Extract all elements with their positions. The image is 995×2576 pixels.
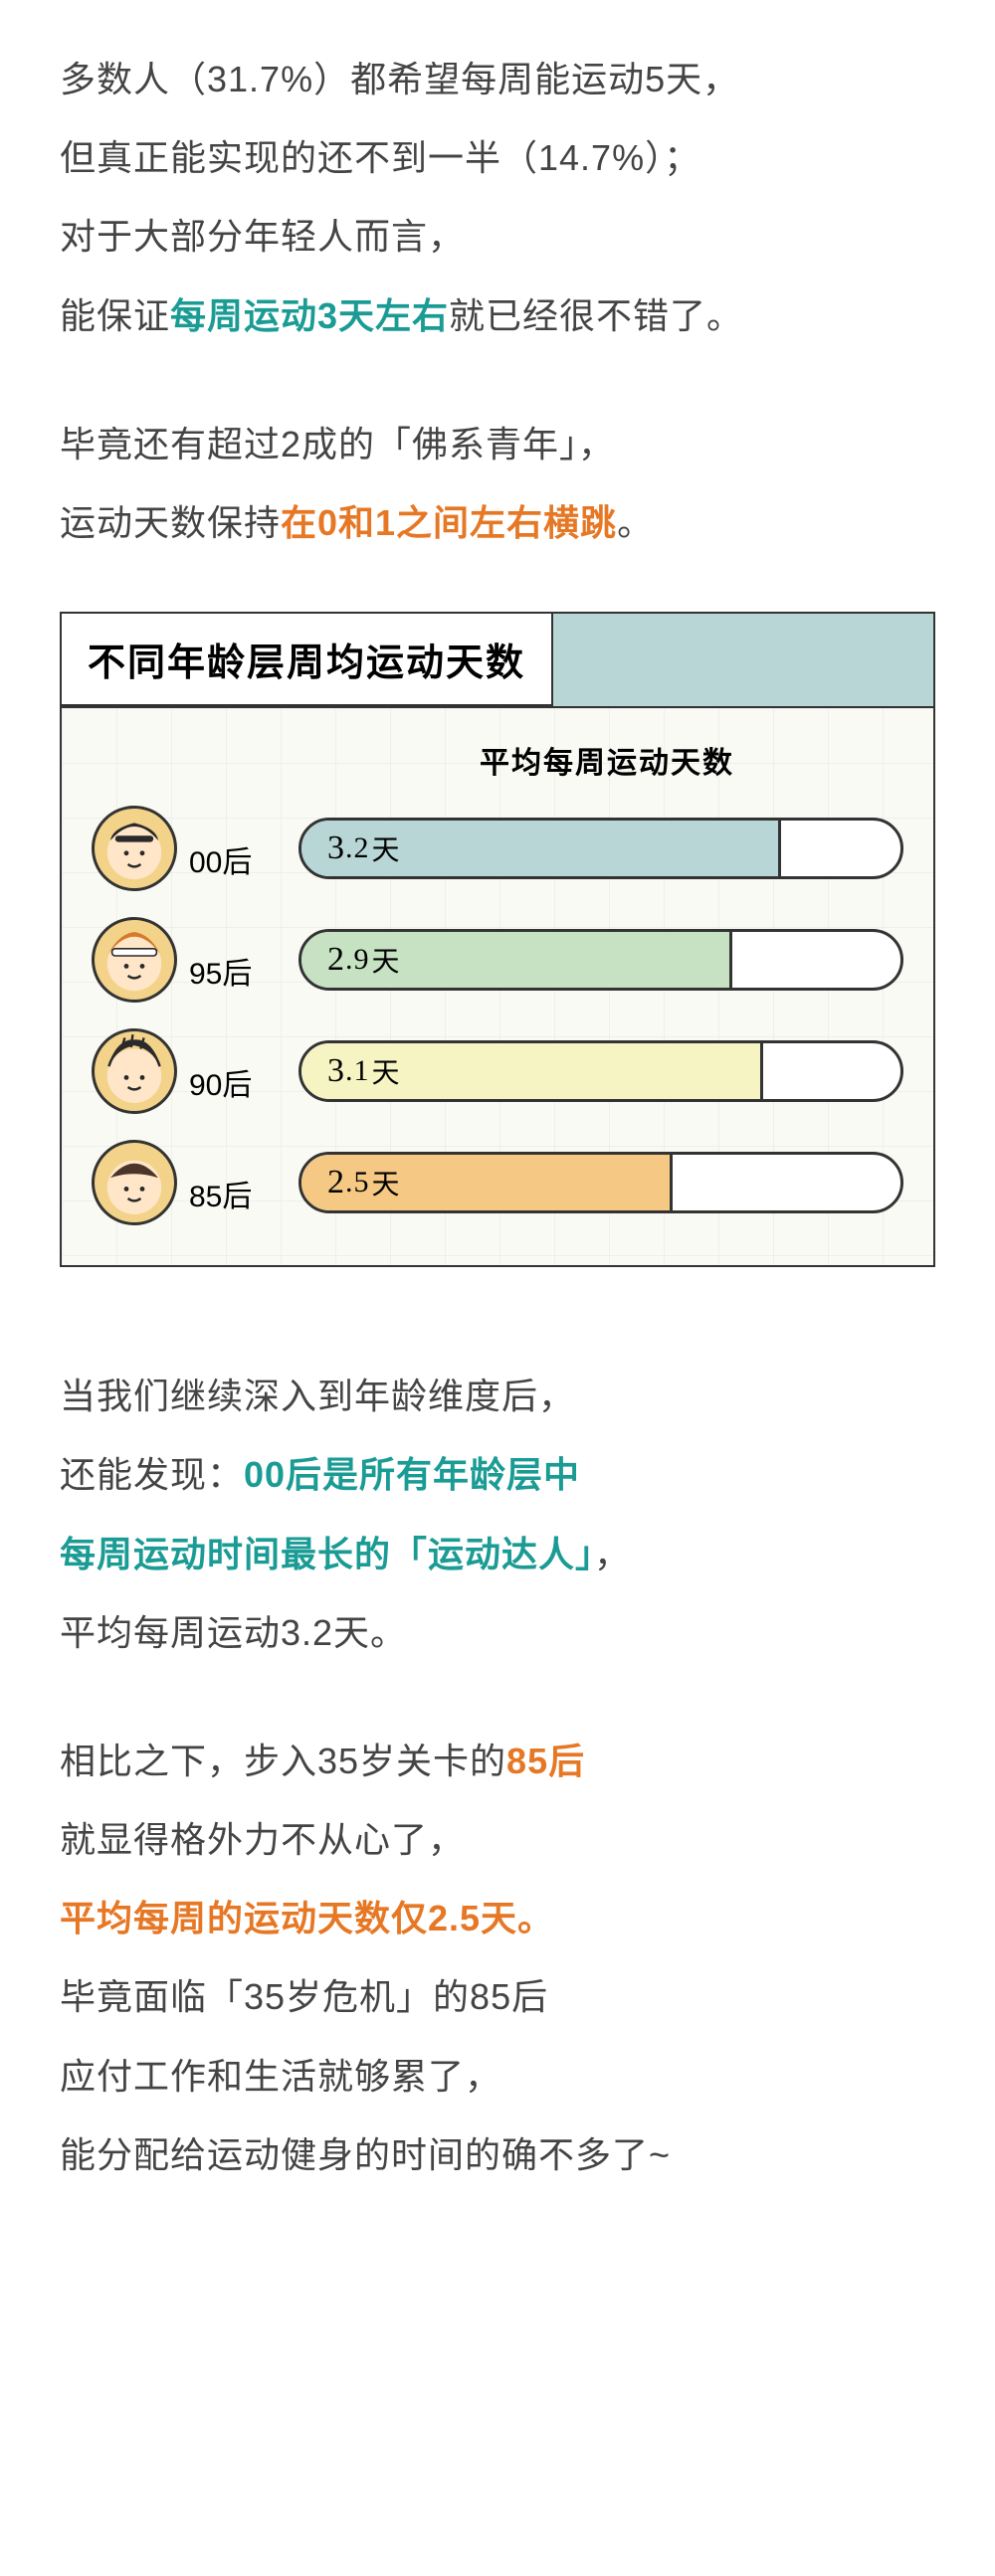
avatar-icon — [92, 1140, 177, 1225]
paragraph-1: 多数人（31.7%）都希望每周能运动5天， 但真正能实现的还不到一半（14.7%… — [60, 40, 935, 355]
age-exercise-chart: 不同年龄层周均运动天数 平均每周运动天数 00后3.2天95后2.9天90后3.… — [60, 612, 935, 1267]
bar-fill: 2.5天 — [301, 1155, 673, 1210]
text: 相比之下，步入35岁关卡的 — [60, 1741, 506, 1781]
highlight-orange: 85后 — [506, 1741, 585, 1781]
text: 多数人（31.7%）都希望每周能运动5天， — [60, 59, 739, 99]
highlight-orange: 在0和1之间左右横跳 — [281, 502, 617, 543]
chart-row: 85后2.5天 — [92, 1140, 903, 1225]
text: 还能发现： — [60, 1454, 244, 1495]
text: ， — [594, 1534, 631, 1574]
text: 能分配给运动健身的时间的确不多了~ — [60, 2134, 671, 2175]
chart-caption: 平均每周运动天数 — [310, 738, 903, 782]
bar-fill: 3.2天 — [301, 821, 781, 876]
avatar-icon — [92, 806, 177, 891]
text: 运动天数保持 — [60, 502, 281, 543]
text: 毕竟面临「35岁危机」的85后 — [60, 1976, 548, 2017]
highlight-teal: 每周运动时间最长的「运动达人」 — [60, 1534, 594, 1574]
highlight-teal: 00后是所有年龄层中 — [244, 1454, 580, 1495]
text: 就已经很不错了。 — [449, 295, 743, 336]
avatar-icon — [92, 1028, 177, 1114]
paragraph-2: 毕竟还有超过2成的「佛系青年」， 运动天数保持在0和1之间左右横跳。 — [60, 405, 935, 562]
highlight-teal: 每周运动3天左右 — [170, 295, 449, 336]
paragraph-3: 当我们继续深入到年龄维度后， 还能发现：00后是所有年龄层中 每周运动时间最长的… — [60, 1357, 935, 1672]
highlight-orange: 平均每周的运动天数仅2.5天。 — [60, 1898, 554, 1938]
text: 能保证 — [60, 295, 170, 336]
chart-row: 90后3.1天 — [92, 1028, 903, 1114]
cohort-label: 85后 — [189, 1172, 298, 1225]
chart-row: 95后2.9天 — [92, 917, 903, 1003]
chart-title: 不同年龄层周均运动天数 — [62, 614, 553, 706]
bar-fill: 3.1天 — [301, 1043, 763, 1099]
text: 平均每周运动3.2天。 — [60, 1612, 407, 1653]
cohort-label: 90后 — [189, 1060, 298, 1114]
bar-track: 3.2天 — [298, 818, 903, 879]
cohort-label: 00后 — [189, 837, 298, 891]
chart-header: 不同年龄层周均运动天数 — [62, 614, 933, 708]
chart-body: 平均每周运动天数 00后3.2天 95后2.9天 90后3.1天 85后2.5天 — [62, 708, 933, 1265]
avatar-icon — [92, 917, 177, 1003]
paragraph-4: 相比之下，步入35岁关卡的85后 就显得格外力不从心了， 平均每周的运动天数仅2… — [60, 1722, 935, 2194]
bar-track: 2.9天 — [298, 929, 903, 991]
text: 对于大部分年轻人而言， — [60, 216, 465, 257]
text: 毕竟还有超过2成的「佛系青年」， — [60, 424, 615, 464]
chart-row: 00后3.2天 — [92, 806, 903, 891]
cohort-label: 95后 — [189, 949, 298, 1003]
bar-fill: 2.9天 — [301, 932, 732, 988]
bar-track: 2.5天 — [298, 1152, 903, 1213]
text: 应付工作和生活就够累了， — [60, 2056, 501, 2097]
text: 就显得格外力不从心了， — [60, 1819, 465, 1860]
text: 但真正能实现的还不到一半（14.7%）； — [60, 137, 700, 178]
text: 当我们继续深入到年龄维度后， — [60, 1376, 575, 1416]
bar-track: 3.1天 — [298, 1040, 903, 1102]
text: 。 — [617, 502, 654, 543]
